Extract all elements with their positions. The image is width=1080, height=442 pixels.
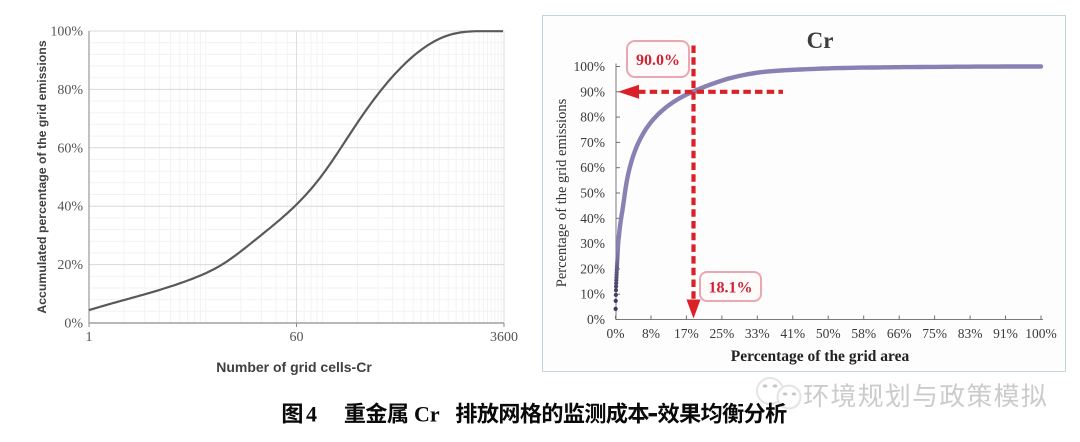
svg-text:50%: 50% (816, 326, 841, 341)
svg-text:75%: 75% (922, 326, 947, 341)
svg-text:0%: 0% (607, 326, 625, 341)
svg-text:100%: 100% (50, 25, 83, 40)
svg-text:8%: 8% (642, 326, 660, 341)
svg-text:58%: 58% (851, 326, 876, 341)
svg-text:17%: 17% (674, 326, 699, 341)
svg-text:3600: 3600 (490, 330, 518, 345)
svg-text:80%: 80% (580, 110, 605, 125)
svg-text:20%: 20% (57, 258, 83, 273)
svg-text:Percentage of the grid emissio: Percentage of the grid emissions (554, 98, 570, 287)
svg-text:10%: 10% (580, 287, 605, 302)
svg-text:40%: 40% (580, 211, 605, 226)
svg-text:33%: 33% (745, 326, 770, 341)
svg-text:20%: 20% (580, 261, 605, 276)
svg-text:Accumulated percentage of the: Accumulated percentage of the grid emiss… (35, 40, 49, 313)
svg-text:83%: 83% (958, 326, 983, 341)
svg-text:80%: 80% (57, 83, 83, 98)
svg-text:Percentage of the grid area: Percentage of the grid area (731, 348, 910, 365)
svg-text:41%: 41% (780, 326, 805, 341)
svg-text:0%: 0% (587, 312, 605, 327)
svg-text:0%: 0% (64, 317, 83, 332)
svg-text:18.1%: 18.1% (709, 280, 753, 297)
svg-text:60%: 60% (57, 141, 83, 156)
svg-text:50%: 50% (580, 186, 605, 201)
svg-text:4: 4 (306, 402, 317, 427)
svg-text:66%: 66% (887, 326, 912, 341)
svg-text:Cr: Cr (414, 402, 440, 427)
svg-text:70%: 70% (580, 135, 605, 150)
svg-text:90%: 90% (580, 84, 605, 99)
svg-text:90.0%: 90.0% (636, 52, 680, 69)
svg-text:100%: 100% (574, 59, 606, 74)
svg-text:30%: 30% (580, 236, 605, 251)
svg-text:1: 1 (86, 330, 93, 345)
svg-text:91%: 91% (993, 326, 1018, 341)
svg-text:60: 60 (290, 330, 304, 345)
svg-text:25%: 25% (710, 326, 735, 341)
svg-text:Number of grid cells-Cr: Number of grid cells-Cr (216, 359, 372, 375)
svg-text:40%: 40% (57, 200, 83, 215)
svg-text:100%: 100% (1025, 326, 1057, 341)
svg-text:60%: 60% (580, 160, 605, 175)
svg-text:Cr: Cr (807, 28, 834, 53)
